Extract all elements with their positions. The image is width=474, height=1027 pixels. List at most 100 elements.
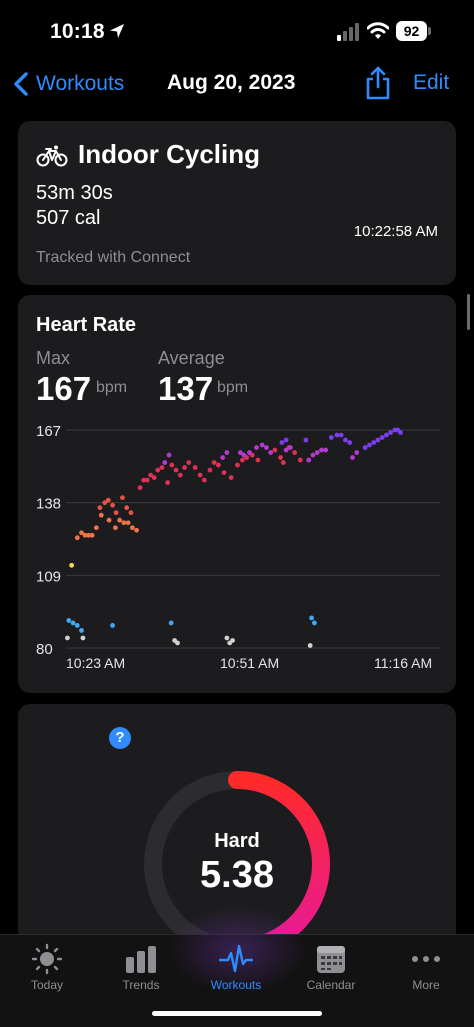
- heart-rate-point: [283, 447, 289, 453]
- y-tick-label: 80: [36, 641, 53, 658]
- tab-label: Calendar: [306, 978, 356, 992]
- heart-rate-point: [224, 450, 230, 455]
- average-label: Average: [158, 348, 225, 368]
- heart-rate-point: [165, 480, 171, 486]
- heart-rate-card[interactable]: Heart Rate Max 167 bpm Average 137 bpm 1…: [18, 295, 456, 693]
- tab-trends[interactable]: Trends: [101, 943, 181, 992]
- heart-rate-point: [192, 465, 198, 470]
- heart-rate-point: [110, 502, 115, 508]
- calendar-icon: [317, 946, 345, 973]
- heart-rate-point: [367, 442, 372, 448]
- navigation-bar: Workouts Aug 20, 2023 Edit: [0, 62, 474, 106]
- effort-level: Hard: [214, 830, 260, 852]
- heart-rate-point: [375, 437, 381, 443]
- heart-rate-point: [254, 445, 259, 450]
- heart-rate-point: [383, 432, 389, 438]
- edit-button[interactable]: Edit: [413, 71, 450, 94]
- heart-rate-point: [278, 455, 283, 460]
- heart-rate-point: [79, 530, 84, 536]
- heart-rate-point: [70, 620, 76, 626]
- heart-rate-point: [354, 450, 360, 455]
- heart-rate-point: [201, 477, 207, 483]
- y-tick-label: 138: [36, 496, 61, 513]
- status-time: 10:18: [50, 20, 105, 43]
- tab-workouts[interactable]: Workouts: [196, 943, 276, 992]
- heart-rate-point: [106, 517, 112, 523]
- tab-today[interactable]: Today: [7, 943, 87, 992]
- x-tick-label: 10:51 AM: [220, 655, 279, 671]
- sun-icon: [31, 943, 63, 975]
- tab-more[interactable]: More: [386, 943, 466, 992]
- max-value: 167: [36, 370, 92, 407]
- scrollbar[interactable]: [467, 294, 470, 330]
- heart-rate-point: [297, 457, 303, 463]
- heart-rate-point: [159, 465, 165, 470]
- share-icon[interactable]: [364, 66, 392, 100]
- heart-rate-point: [228, 475, 234, 481]
- heart-rate-point: [74, 623, 80, 628]
- heart-rate-point: [124, 505, 130, 511]
- bars-icon: [126, 946, 156, 973]
- battery-level: 92: [396, 21, 427, 41]
- heart-rate-point: [128, 510, 134, 516]
- average-unit: bpm: [217, 379, 249, 396]
- heart-rate-point: [86, 532, 91, 538]
- heart-rate-point: [125, 520, 131, 526]
- heart-rate-point: [105, 497, 111, 503]
- more-dots-icon: [412, 956, 440, 962]
- workout-summary-card[interactable]: Indoor Cycling 53m 30s 507 cal 10:22:58 …: [18, 121, 456, 285]
- heart-rate-point: [334, 432, 340, 438]
- tab-label: Workouts: [210, 978, 262, 992]
- heart-rate-point: [264, 445, 269, 450]
- heart-rate-point: [307, 643, 313, 648]
- status-bar: 10:18 92: [0, 0, 474, 62]
- tab-calendar[interactable]: Calendar: [291, 943, 371, 992]
- heart-rate-point: [309, 615, 314, 621]
- heart-rate-point: [162, 460, 168, 465]
- heart-rate-point: [98, 512, 104, 518]
- heart-rate-point: [169, 462, 175, 468]
- average-value: 137: [158, 370, 214, 407]
- heart-rate-point: [141, 477, 147, 483]
- heart-rate-point: [283, 437, 289, 443]
- heart-rate-point: [177, 472, 183, 478]
- heart-rate-point: [230, 638, 235, 643]
- back-button[interactable]: Workouts: [12, 68, 124, 100]
- heart-rate-point: [173, 467, 179, 473]
- help-button[interactable]: ?: [109, 727, 131, 749]
- workout-calories: 507 cal: [36, 207, 101, 229]
- chevron-left-icon: [14, 72, 28, 96]
- y-tick-label: 109: [36, 568, 61, 585]
- tab-label: Trends: [122, 978, 160, 992]
- heart-rate-point: [347, 440, 353, 445]
- heart-rate-point: [398, 430, 403, 435]
- heart-rate-point: [241, 452, 247, 458]
- heart-rate-point: [338, 432, 344, 438]
- heart-rate-point: [144, 477, 150, 483]
- max-label: Max: [36, 348, 71, 368]
- workout-start-time: 10:22:58 AM: [353, 223, 438, 240]
- heart-rate-point: [113, 510, 119, 516]
- heart-rate-point: [288, 445, 293, 450]
- heart-rate-point: [65, 635, 70, 641]
- effort-score: 5.38: [200, 854, 274, 896]
- heart-rate-point: [292, 450, 298, 455]
- heart-rate-point: [240, 457, 245, 463]
- heart-rate-point: [280, 460, 286, 465]
- heart-rate-point: [247, 450, 252, 455]
- max-unit: bpm: [96, 379, 128, 396]
- wifi-icon: [367, 22, 389, 39]
- heart-rate-point: [220, 455, 226, 460]
- heart-rate-point: [82, 532, 88, 538]
- heart-rate-point: [102, 500, 108, 506]
- heart-rate-point: [237, 450, 243, 455]
- heart-rate-point: [216, 462, 221, 468]
- heart-rate-point: [182, 465, 187, 470]
- heart-rate-title: Heart Rate: [36, 314, 137, 336]
- location-arrow-icon: [110, 24, 124, 38]
- heart-rate-point: [343, 437, 348, 443]
- heart-rate-point: [80, 635, 86, 641]
- heart-rate-point: [137, 485, 143, 491]
- heart-rate-point: [303, 437, 309, 443]
- tab-label: More: [412, 978, 440, 992]
